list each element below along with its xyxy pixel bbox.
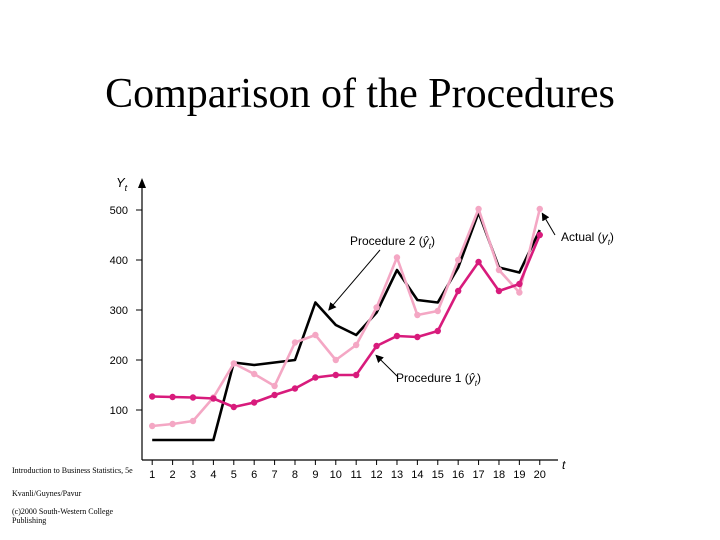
y-tick-label: 500: [110, 205, 128, 217]
x-tick-label: 20: [534, 469, 546, 481]
data-point: [210, 395, 217, 402]
x-tick-label: 7: [272, 469, 278, 481]
data-point: [230, 360, 237, 367]
series-2: [148, 205, 543, 430]
x-tick-label: 11: [350, 469, 361, 481]
credit-publisher: (c)2000 South-Western College Publishing: [12, 507, 114, 525]
annotation-2: Procedure 2 (ŷt): [328, 234, 435, 311]
data-point: [291, 339, 299, 346]
data-point: [148, 393, 156, 400]
annotation-label: Procedure 1 (ŷt): [396, 371, 481, 388]
data-point: [475, 258, 482, 266]
axes: Yt t: [116, 175, 566, 472]
data-point: [312, 374, 319, 381]
x-tick-label: 17: [472, 469, 484, 481]
annotation-3: Procedure 1 (ŷt): [375, 354, 481, 388]
data-point: [189, 394, 197, 401]
annotation-label: Actual (yt): [561, 230, 614, 247]
annotation-arrow: [375, 354, 399, 378]
data-point: [169, 393, 176, 401]
data-point: [536, 205, 543, 213]
annotation-arrow: [541, 212, 556, 236]
data-point: [271, 391, 278, 399]
x-tick-label: 13: [391, 469, 403, 481]
credit-book-title: Introduction to Business Statistics, 5e: [12, 466, 133, 475]
x-tick-label: 2: [170, 469, 176, 481]
data-point: [536, 231, 543, 239]
data-point: [352, 371, 360, 379]
data-point: [291, 385, 299, 392]
x-tick-label: 6: [251, 469, 257, 481]
series-3: [148, 231, 543, 411]
x-tick-label: 8: [292, 469, 298, 481]
data-point: [414, 311, 421, 319]
y-axis-label: Yt: [116, 175, 128, 193]
data-point: [434, 327, 441, 335]
data-point: [271, 382, 278, 390]
data-point: [189, 417, 197, 425]
y-tick-label: 400: [110, 255, 128, 267]
annotations: Actual (yt) Procedure 2 (ŷt) Procedure 1 …: [328, 212, 614, 388]
data-point: [332, 371, 339, 379]
x-axis-label: t: [562, 458, 566, 472]
x-tick-label: 4: [210, 469, 216, 481]
data-point: [230, 403, 237, 411]
x-tick-label: 18: [493, 469, 505, 481]
series-line: [152, 211, 541, 442]
x-tick-label: 1: [149, 469, 155, 481]
data-point: [516, 280, 523, 288]
data-point: [495, 266, 503, 274]
data-point: [414, 333, 421, 341]
data-point: [373, 304, 380, 311]
data-point: [393, 332, 401, 340]
x-tick-label: 9: [312, 469, 318, 481]
data-point: [148, 422, 156, 430]
series-line: [152, 207, 542, 428]
data-point: [516, 289, 523, 296]
annotation-1: Actual (yt): [541, 212, 614, 247]
x-tick-label: 19: [513, 469, 525, 481]
x-tick-label: 16: [452, 469, 464, 481]
data-point: [169, 420, 176, 428]
series-1: [152, 211, 541, 442]
data-point: [373, 342, 380, 350]
y-tick-label: 300: [110, 305, 128, 317]
x-tick-label: 5: [231, 469, 237, 481]
data-point: [454, 256, 462, 264]
data-point: [312, 331, 319, 339]
data-point: [434, 307, 441, 315]
data-point: [332, 356, 339, 364]
data-point: [475, 205, 482, 213]
y-tick-label: 200: [110, 355, 128, 367]
annotation-arrow: [328, 249, 381, 311]
x-tick-label: 15: [432, 469, 444, 481]
annotation-label: Procedure 2 (ŷt): [350, 234, 435, 251]
data-point: [393, 254, 401, 261]
data-point: [454, 287, 462, 295]
x-tick-label: 10: [330, 469, 342, 481]
slide-title: Comparison of the Procedures: [105, 71, 615, 117]
y-tick-label: 100: [110, 405, 128, 417]
data-point: [352, 341, 360, 349]
data-point: [250, 399, 258, 406]
x-tick-label: 12: [370, 469, 382, 481]
credit-authors: Kvanli/Guynes/Pavur: [12, 489, 82, 498]
x-tick-label: 3: [190, 469, 196, 481]
series-line: [152, 234, 541, 409]
x-tick-label: 14: [411, 469, 423, 481]
y-axis-arrow-icon: [138, 178, 146, 188]
data-point: [250, 370, 258, 378]
series: [148, 205, 543, 442]
data-point: [495, 287, 503, 295]
